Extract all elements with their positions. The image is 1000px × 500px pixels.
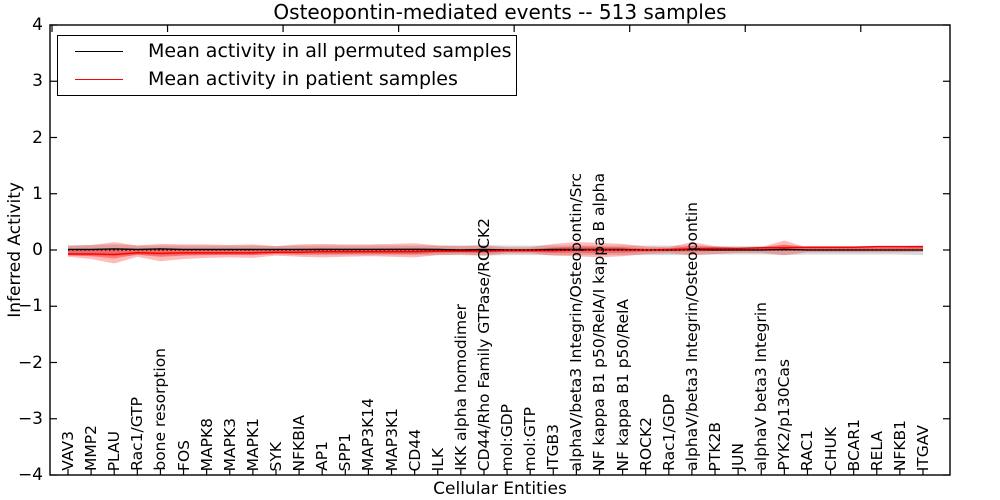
x-tick-label: RAC1 xyxy=(798,429,817,471)
x-tick-label: mol:GDP xyxy=(498,403,517,471)
x-tick-label: PYK2/p130Cas xyxy=(775,359,794,471)
x-tick-label: Rac1/GTP xyxy=(128,397,147,471)
legend-item-permuted: Mean activity in all permuted samples xyxy=(75,41,516,62)
x-tick-label: RELA xyxy=(867,430,886,471)
legend-line-sample-black xyxy=(75,51,123,52)
x-tick-label: ROCK2 xyxy=(636,417,655,471)
y-tick-label: 1 xyxy=(32,183,43,204)
patient-mean-line xyxy=(68,245,923,256)
x-tick-label: PTK2B xyxy=(706,421,725,471)
x-tick-label: MAPK8 xyxy=(197,417,216,471)
x-tick-label: ILK xyxy=(428,447,447,471)
y-tick-label: −3 xyxy=(17,408,43,429)
x-tick-label: alphaV beta3 Integrin xyxy=(752,302,771,471)
legend: Mean activity in all permuted samples Me… xyxy=(57,35,517,96)
x-tick-label: CD44/Rho Family GTPase/ROCK2 xyxy=(474,217,493,471)
x-tick-label: IKK alpha homodimer xyxy=(451,304,470,471)
x-tick-label: MAP3K1 xyxy=(382,407,401,471)
x-tick-label: NFKBIA xyxy=(290,414,309,471)
x-tick-label: SPP1 xyxy=(336,432,355,471)
x-tick-label: alphaV/beta3 Integrin/Osteopontin/Src xyxy=(567,172,586,471)
x-tick-label: JUN xyxy=(729,443,748,471)
y-tick-label: −2 xyxy=(17,352,43,373)
x-tick-label: MAP3K14 xyxy=(359,397,378,471)
y-tick-label: 2 xyxy=(32,127,43,148)
legend-line-sample-red xyxy=(75,79,123,80)
x-tick-label: AP1 xyxy=(313,441,332,471)
y-tick-label: 3 xyxy=(32,71,43,92)
x-tick-label: NFKB1 xyxy=(890,419,909,471)
x-tick-label: mol:GTP xyxy=(521,406,540,471)
x-tick-label: CHUK xyxy=(821,427,840,471)
x-tick-label: Rac1/GDP xyxy=(659,394,678,471)
x-tick-label: ITGB3 xyxy=(544,424,563,471)
patient-range-band-outer xyxy=(68,240,923,264)
y-tick-label: 0 xyxy=(32,240,43,260)
x-tick-label: SYK xyxy=(266,441,285,471)
x-tick-label: MAPK3 xyxy=(220,417,239,471)
x-tick-label: BCAR1 xyxy=(844,418,863,471)
x-tick-label: ITGAV xyxy=(914,424,932,471)
x-tick-label: CD44 xyxy=(405,428,424,471)
axes-frame xyxy=(49,24,951,476)
x-tick-label: MAPK1 xyxy=(243,417,262,471)
legend-label: Mean activity in patient samples xyxy=(148,68,458,90)
legend-label: Mean activity in all permuted samples xyxy=(148,40,512,62)
y-tick-label: −1 xyxy=(17,296,43,317)
x-tick-label: FOS xyxy=(174,440,193,471)
x-tick-label: bone resorption xyxy=(151,348,170,471)
y-tick-label: −4 xyxy=(17,465,43,485)
x-tick-label: alphaV/beta3 Integrin/Osteopontin xyxy=(682,202,701,471)
chart-title: Osteopontin-mediated events -- 513 sampl… xyxy=(273,0,727,24)
x-tick-label: NF kappa B1 p50/RelA/I kappa B alpha xyxy=(590,172,609,471)
x-tick-label: NF kappa B1 p50/RelA xyxy=(613,298,632,471)
x-axis-label: Cellular Entities xyxy=(433,479,567,499)
x-tick-label: VAV3 xyxy=(59,431,77,471)
y-tick-label: 4 xyxy=(32,15,43,35)
x-tick-label: PLAU xyxy=(105,430,124,471)
legend-item-patient: Mean activity in patient samples xyxy=(75,69,516,90)
x-tick-label: MMP2 xyxy=(82,425,101,471)
